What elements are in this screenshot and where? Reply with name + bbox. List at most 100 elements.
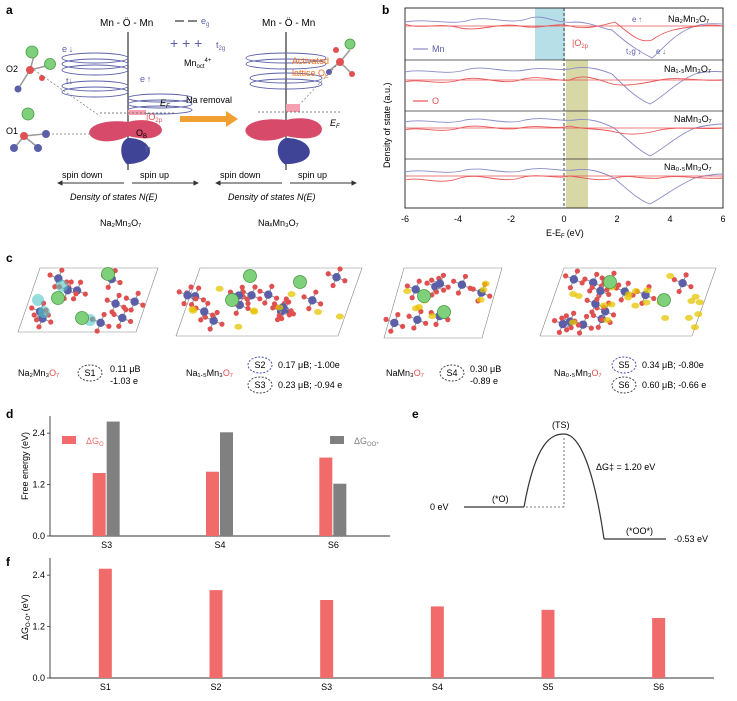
row3-label: NaMn₃O₇: [674, 114, 712, 124]
d-xtick-label: S3: [101, 540, 112, 550]
spin-density-cyan: [32, 294, 44, 306]
oxygen-atom: [599, 317, 605, 323]
eg-down-b: e ↓: [656, 47, 666, 56]
oxygen-atom: [286, 312, 292, 318]
oxygen-atom: [451, 278, 457, 284]
mn-atom: [183, 291, 192, 300]
oxygen-atom: [193, 296, 199, 302]
oxygen-atom: [140, 302, 146, 308]
oxygen-atom: [342, 278, 348, 284]
spin-density-yellow: [476, 296, 485, 303]
o2p-label-left: |O2p: [146, 112, 163, 124]
c2-site: S2: [254, 360, 265, 370]
unit-cell-outline: [17, 267, 159, 333]
oxygen-atom: [583, 313, 590, 319]
spin-density-yellow: [568, 319, 577, 326]
oxygen-atom: [337, 266, 343, 272]
c3-compound: NaMn₃O₇: [386, 368, 424, 378]
na-atom: [75, 311, 89, 325]
spin-up-left: spin up: [140, 170, 169, 180]
panel-c-label: c: [6, 251, 13, 265]
na-atom: [417, 289, 431, 303]
oxygen-atom: [48, 319, 54, 325]
oxygen-atom: [181, 301, 187, 307]
c2-line2: 0.23 μB; -0.94 e: [278, 380, 342, 390]
spin-density-yellow: [694, 311, 703, 318]
spin-density-yellow: [624, 294, 633, 301]
oxygen-atom: [576, 330, 583, 336]
xtick: -2: [507, 214, 515, 224]
oxygen-lobe-right-down: [245, 119, 286, 141]
oxygen-atom: [433, 321, 439, 327]
panel-f: f ΔGO-O*(eV) 0.0 1.2 2.4 S1 S2 S3 S4 S5 S6: [6, 555, 714, 692]
oxygen-atom: [433, 289, 440, 295]
left-compound: Na₂Mn₃O₇: [100, 218, 141, 228]
end-state: (*OO*): [626, 526, 653, 536]
f-ylabel: ΔGO-O*(eV): [20, 594, 32, 640]
oxygen-atom: [606, 291, 612, 298]
oxygen-atom: [441, 287, 447, 293]
d-bar-s6-1: [333, 483, 347, 536]
na-removal-label: Na removal: [186, 95, 232, 105]
d-ytick-label: 0.0: [32, 531, 45, 541]
c4-site2: S6: [618, 380, 629, 390]
panel-b: b Density of state (a.u.) Mn O |O2p: [382, 3, 726, 240]
o2-cluster: [14, 45, 56, 93]
unit-cell-outline: [539, 267, 717, 337]
spin-density-yellow: [481, 280, 490, 287]
oxygen-atom: [104, 297, 110, 303]
oxygen-atom: [388, 328, 394, 334]
oxygen-atom: [59, 267, 65, 273]
f-xtick-label: S1: [100, 682, 111, 692]
oxygen-atom: [214, 309, 220, 316]
oxygen-lobe-left-down: [89, 121, 128, 142]
eg-up-label: e ↑: [140, 74, 151, 84]
na-atom: [225, 293, 239, 307]
energy-profile: [523, 433, 605, 540]
oxygen-atom: [404, 283, 410, 289]
c3-site: S4: [446, 368, 457, 378]
c1-line2: -1.03 e: [110, 376, 138, 386]
f-ytick-label: 0.0: [32, 673, 45, 683]
crystal-cell: [383, 267, 503, 339]
oxygen-atom: [245, 305, 251, 312]
panel-e-label: e: [412, 407, 419, 421]
spin-down-right: spin down: [220, 170, 261, 180]
oxygen-atom: [94, 328, 100, 334]
panel-a: a Mn - Ö - Mn Mn - Ö - Mn eg + + + t2g M…: [6, 3, 357, 228]
eg-down-label: e ↓: [62, 44, 73, 54]
oxygen-atom: [105, 284, 111, 290]
end-energy: -0.53 eV: [674, 534, 708, 544]
mn-atom: [118, 313, 127, 323]
mn-atom: [247, 291, 256, 300]
c4-site: S5: [618, 360, 629, 370]
spin-density-yellow: [250, 308, 259, 315]
oxygen-atom: [487, 293, 493, 299]
b-xticks: -6 -4 -2 0 2 4 6: [401, 214, 726, 224]
c4-line2: 0.60 μB; -0.66 e: [642, 380, 706, 390]
oxygen-atom: [269, 283, 275, 289]
oxygen-atom: [313, 289, 319, 295]
mn-atom: [111, 299, 120, 308]
oxygen-atom: [625, 280, 631, 286]
d-bar-s3-1: [106, 421, 120, 536]
na-atom: [293, 275, 307, 289]
oxygen-atom: [676, 288, 682, 295]
oxygen-atom: [47, 272, 53, 278]
dos-label-left: Density of states N(E): [70, 192, 158, 202]
spin-density-yellow: [479, 286, 488, 293]
row4-label: Na₀.₅Mn₃O₇: [664, 162, 712, 172]
spin-density-yellow: [335, 313, 344, 320]
d-ytick-label: 1.2: [32, 480, 45, 490]
t2g-up-label: t↑: [145, 144, 152, 154]
mn-atom: [130, 297, 139, 306]
oxygen-atom: [257, 296, 263, 302]
oxygen-atom: [116, 292, 122, 298]
oxygen-atom: [440, 272, 447, 278]
oxygen-atom: [288, 308, 294, 314]
oxygen-atom: [123, 295, 129, 301]
oxygen-atom: [406, 313, 412, 319]
activated-line2: lattice OL: [292, 68, 329, 80]
f-xtick-label: S4: [432, 682, 443, 692]
oxygen-atom: [128, 318, 134, 325]
